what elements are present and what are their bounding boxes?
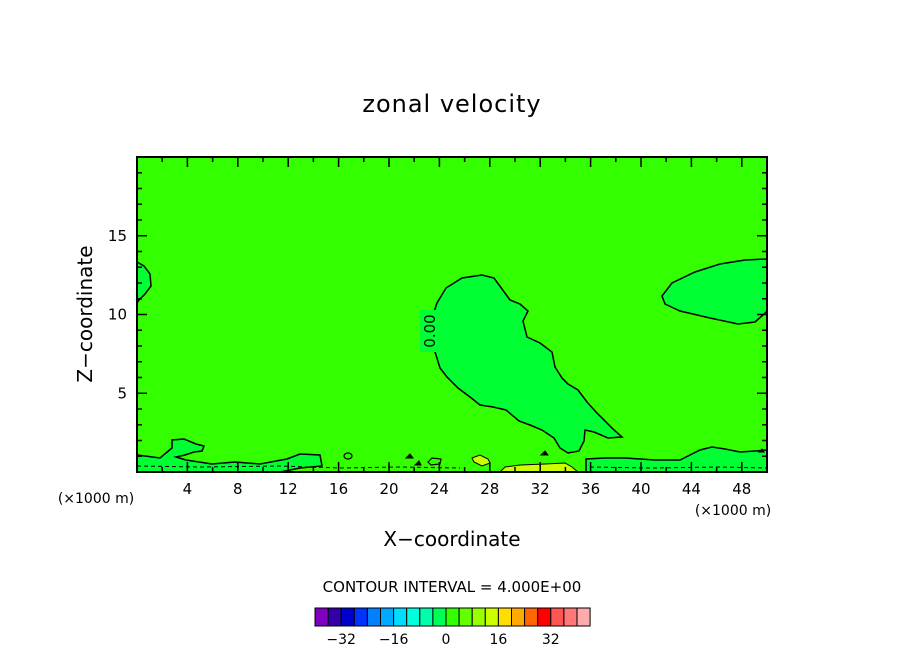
dashed-contour <box>589 466 768 469</box>
colorbar-cell <box>497 607 512 627</box>
x-tick-label: 40 <box>631 480 650 498</box>
colorbar-cell <box>327 607 342 627</box>
colorbar-cell <box>380 607 395 627</box>
colorbar-cell <box>406 607 421 627</box>
colorbar-tick-label: 32 <box>542 632 560 648</box>
negative-region-central-plume <box>429 274 624 454</box>
x-tick-label: 24 <box>430 480 449 498</box>
x-tick-label: 32 <box>531 480 550 498</box>
contour-blob <box>427 457 442 466</box>
y-axis-ticks: 5 10 15 <box>108 172 767 457</box>
colorbar-cell <box>340 607 355 627</box>
colorbar-cell <box>524 607 539 627</box>
colorbar-cell <box>576 607 591 627</box>
colorbar-cell <box>353 607 368 627</box>
colorbar-cell <box>393 607 408 627</box>
chart-title: zonal velocity <box>362 90 541 118</box>
x-tick-label: 44 <box>682 480 701 498</box>
x-tick-label: 28 <box>480 480 499 498</box>
x-axis-ticks: 4 8 12 16 20 24 28 32 36 40 44 48 <box>161 157 751 498</box>
colorbar-cell <box>419 607 434 627</box>
x-unit-left: (×1000 m) <box>58 491 134 507</box>
colorbar-cell <box>563 607 578 627</box>
contour-interval-text: CONTOUR INTERVAL = 4.000E+00 <box>323 578 582 596</box>
colorbar-cell <box>511 607 526 627</box>
x-tick-label: 4 <box>183 480 193 498</box>
colorbar: −32 −16 0 16 32 <box>314 607 591 648</box>
x-tick-label: 8 <box>233 480 243 498</box>
colorbar-cell <box>314 607 329 627</box>
y-tick-label: 10 <box>108 306 127 324</box>
dashed-contour <box>136 465 461 469</box>
colorbar-tick-label: 0 <box>442 632 451 648</box>
contour-blob <box>404 453 414 459</box>
contour-blob <box>413 460 422 466</box>
contour-blob <box>757 448 765 453</box>
plot-area: 0.00 <box>136 156 768 473</box>
colorbar-tick-label: −32 <box>326 632 356 648</box>
contour-label: 0.00 <box>421 314 439 347</box>
y-tick-label: 15 <box>108 227 127 245</box>
contour-blob <box>539 450 549 456</box>
negative-region-surface-band-right <box>585 446 768 473</box>
colorbar-cell <box>432 607 447 627</box>
y-tick-label: 5 <box>117 384 127 402</box>
contour-label-backdrop <box>420 310 438 352</box>
negative-region-surface-band <box>136 438 323 473</box>
colorbar-cell <box>537 607 552 627</box>
contour-blob <box>343 452 353 460</box>
x-tick-label: 36 <box>581 480 600 498</box>
x-tick-label: 16 <box>329 480 348 498</box>
colorbar-cell <box>458 607 473 627</box>
colorbar-cell <box>445 607 460 627</box>
y-axis-label: Z−coordinate <box>73 245 97 382</box>
negative-region-upper-right <box>661 258 768 325</box>
x-tick-label: 20 <box>379 480 398 498</box>
x-unit-right: (×1000 m) <box>695 503 771 519</box>
colorbar-tick-label: 16 <box>489 632 507 648</box>
colorbar-cell <box>550 607 565 627</box>
colorbar-cell <box>484 607 499 627</box>
x-axis-label: X−coordinate <box>383 527 520 551</box>
colorbar-cell <box>471 607 486 627</box>
x-tick-label: 48 <box>732 480 751 498</box>
colorbar-cell <box>366 607 381 627</box>
x-tick-label: 12 <box>279 480 298 498</box>
colorbar-tick-label: −16 <box>379 632 409 648</box>
